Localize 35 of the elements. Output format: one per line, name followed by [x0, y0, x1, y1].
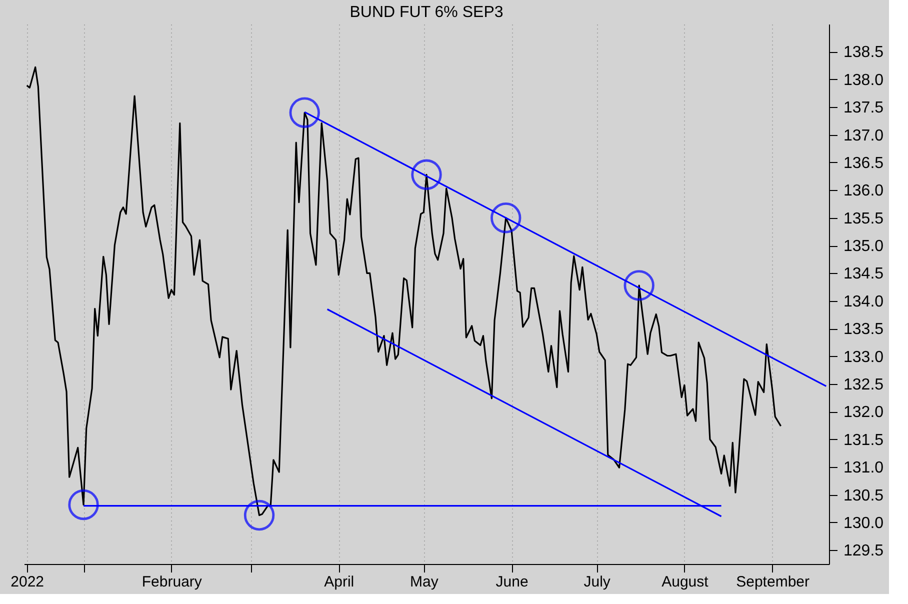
y-tick-label: 135.5: [844, 210, 884, 228]
x-tick-label: September: [736, 574, 810, 590]
point: [68, 489, 99, 520]
point: [411, 159, 442, 190]
x-tick-label: June: [496, 574, 528, 590]
y-tick-label: 137.5: [844, 100, 884, 117]
y-tick-label: 130.0: [844, 514, 884, 532]
y-tick-label: 131.5: [844, 432, 884, 449]
y-tick-label: 131.0: [844, 460, 884, 477]
point: [624, 270, 654, 301]
y-tick-label: 129.5: [844, 542, 884, 560]
y-tick-label: 136.5: [844, 154, 884, 172]
point: [244, 500, 275, 531]
chart-title: BUND FUT 6% SEP3: [350, 4, 504, 21]
y-tick-label: 138.0: [844, 72, 884, 89]
point: [490, 202, 522, 234]
y-tick-label: 133.5: [844, 321, 884, 338]
point: [289, 97, 320, 128]
x-tick-label: August: [662, 574, 710, 590]
y-tick-label: 137.0: [844, 127, 884, 144]
y-tick-label: 138.5: [844, 44, 884, 62]
y-tick-label: 133.0: [844, 348, 884, 366]
y-tick-label: 135.0: [844, 238, 884, 256]
x-tick-label: April: [324, 574, 354, 590]
y-tick-label: 132.5: [844, 376, 884, 394]
y-tick-label: 134.5: [844, 266, 884, 283]
x-tick-label: 2022: [10, 574, 44, 590]
x-tick-label: July: [584, 574, 611, 590]
x-tick-label: February: [142, 574, 202, 590]
y-tick-label: 130.5: [844, 487, 884, 504]
y-tick-label: 134.0: [844, 293, 884, 310]
line-series: [26, 66, 782, 516]
y-tick-label: 132.0: [844, 404, 884, 422]
y-tick-label: 136.0: [844, 182, 884, 200]
x-tick-label: May: [410, 574, 439, 590]
